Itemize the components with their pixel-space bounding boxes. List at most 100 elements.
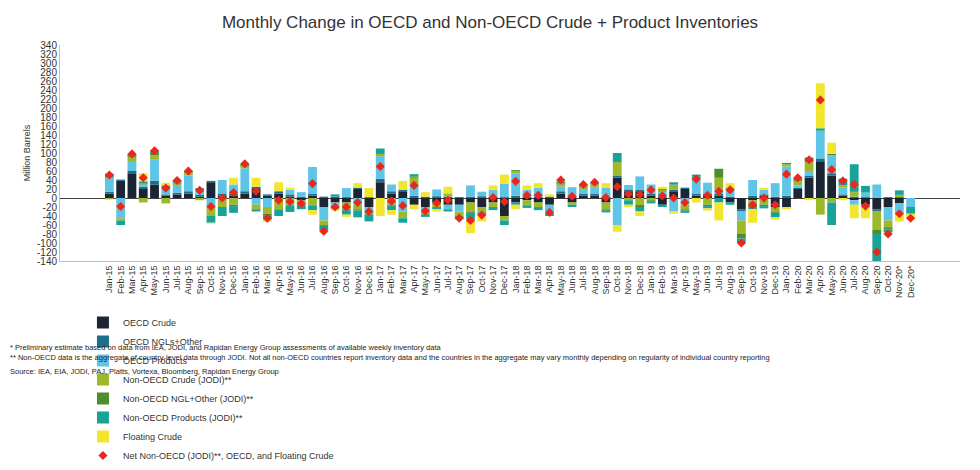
svg-text:Non-OECD Products (JODI)**: Non-OECD Products (JODI)** <box>123 413 243 423</box>
svg-text:Jul-16: Jul-16 <box>307 266 317 291</box>
svg-text:120: 120 <box>40 139 57 150</box>
svg-text:Dec-16: Dec-16 <box>364 266 374 295</box>
svg-text:Apr-15: Apr-15 <box>138 266 148 293</box>
svg-text:OECD Crude: OECD Crude <box>123 318 176 328</box>
svg-text:May-20: May-20 <box>827 266 837 296</box>
svg-text:Mar-16: Mar-16 <box>262 266 272 295</box>
svg-text:Jul-15: Jul-15 <box>172 266 182 291</box>
svg-text:80: 80 <box>46 157 58 168</box>
svg-text:Aug-16: Aug-16 <box>319 266 329 295</box>
svg-text:Dec-15: Dec-15 <box>228 266 238 295</box>
svg-text:Mar-19: Mar-19 <box>669 266 679 295</box>
svg-text:20: 20 <box>46 184 58 195</box>
svg-text:Dec-19: Dec-19 <box>770 266 780 295</box>
svg-text:300: 300 <box>40 58 57 69</box>
svg-text:260: 260 <box>40 76 57 87</box>
svg-text:Jul-18: Jul-18 <box>578 266 588 291</box>
svg-text:May-19: May-19 <box>691 266 701 296</box>
svg-text:Feb-18: Feb-18 <box>522 266 532 295</box>
svg-text:Feb-20: Feb-20 <box>793 266 803 295</box>
svg-text:May-18: May-18 <box>556 266 566 296</box>
svg-text:60: 60 <box>46 166 58 177</box>
svg-text:Dec-17: Dec-17 <box>499 266 509 295</box>
svg-text:Jul-19: Jul-19 <box>714 266 724 291</box>
svg-text:Sep-19: Sep-19 <box>736 266 746 295</box>
svg-text:Jun-17: Jun-17 <box>432 266 442 294</box>
svg-text:-40: -40 <box>43 211 58 222</box>
svg-text:Aug-20: Aug-20 <box>860 266 870 295</box>
svg-text:Apr-16: Apr-16 <box>274 266 284 293</box>
svg-text:Nov-20*: Nov-20* <box>894 265 904 298</box>
svg-text:Aug-15: Aug-15 <box>183 266 193 295</box>
svg-text:-60: -60 <box>43 220 58 231</box>
svg-text:** Non-OECD data is the aggreg: ** Non-OECD data is the aggregate of cou… <box>10 353 770 362</box>
svg-text:-140: -140 <box>37 256 57 267</box>
svg-text:Jan-17: Jan-17 <box>375 266 385 294</box>
svg-text:320: 320 <box>40 49 57 60</box>
svg-text:May-17: May-17 <box>420 266 430 296</box>
svg-text:Apr-18: Apr-18 <box>544 266 554 293</box>
svg-text:100: 100 <box>40 148 57 159</box>
svg-text:Non-OECD Crude (JODI)**: Non-OECD Crude (JODI)** <box>123 375 232 385</box>
svg-text:May-16: May-16 <box>285 266 295 296</box>
svg-text:Mar-15: Mar-15 <box>127 266 137 295</box>
svg-text:40: 40 <box>46 175 58 186</box>
svg-text:200: 200 <box>40 103 57 114</box>
svg-text:Monthly Change in OECD and Non: Monthly Change in OECD and Non-OECD Crud… <box>222 13 758 32</box>
svg-text:OECD NGLs+Other: OECD NGLs+Other <box>123 337 202 347</box>
svg-text:Jan-20: Jan-20 <box>781 266 791 294</box>
svg-text:Nov-16: Nov-16 <box>353 266 363 295</box>
svg-text:Jun-15: Jun-15 <box>161 266 171 294</box>
svg-text:May-15: May-15 <box>149 266 159 296</box>
svg-text:Apr-20: Apr-20 <box>815 266 825 293</box>
svg-text:Sep-20: Sep-20 <box>872 266 882 295</box>
svg-text:Oct-15: Oct-15 <box>206 266 216 293</box>
svg-text:Jan-16: Jan-16 <box>240 266 250 294</box>
svg-text:240: 240 <box>40 85 57 96</box>
svg-text:Feb-17: Feb-17 <box>386 266 396 295</box>
svg-text:Oct-19: Oct-19 <box>748 266 758 293</box>
svg-text:Apr-17: Apr-17 <box>409 266 419 293</box>
svg-text:220: 220 <box>40 94 57 105</box>
svg-text:OECD Products: OECD Products <box>123 356 188 366</box>
svg-text:Mar-17: Mar-17 <box>398 266 408 295</box>
svg-text:Jun-18: Jun-18 <box>567 266 577 294</box>
svg-text:Nov-17: Nov-17 <box>488 266 498 295</box>
svg-text:Jan-19: Jan-19 <box>646 266 656 294</box>
svg-text:340: 340 <box>40 40 57 51</box>
svg-text:Jun-19: Jun-19 <box>702 266 712 294</box>
svg-text:-20: -20 <box>43 202 58 213</box>
svg-text:Oct-20: Oct-20 <box>883 266 893 293</box>
svg-text:Oct-16: Oct-16 <box>341 266 351 293</box>
svg-text:-100: -100 <box>37 238 57 249</box>
svg-text:0: 0 <box>51 193 57 204</box>
svg-text:Oct-18: Oct-18 <box>612 266 622 293</box>
svg-text:Nov-19: Nov-19 <box>759 266 769 295</box>
svg-text:Jun-16: Jun-16 <box>296 266 306 294</box>
svg-text:Aug-18: Aug-18 <box>590 266 600 295</box>
svg-text:Dec-20*: Dec-20* <box>906 265 916 298</box>
svg-text:Feb-19: Feb-19 <box>657 266 667 295</box>
svg-text:Sep-17: Sep-17 <box>465 266 475 295</box>
svg-text:Million Barrels: Million Barrels <box>22 124 32 181</box>
svg-text:Sep-15: Sep-15 <box>195 266 205 295</box>
svg-text:Apr-19: Apr-19 <box>680 266 690 293</box>
svg-text:Oct-17: Oct-17 <box>477 266 487 293</box>
svg-text:160: 160 <box>40 121 57 132</box>
svg-text:Jan-18: Jan-18 <box>511 266 521 294</box>
svg-text:* Preliminary estimate based o: * Preliminary estimate based on data fro… <box>10 343 441 352</box>
svg-text:Non-OECD NGL+Other (JODI)**: Non-OECD NGL+Other (JODI)** <box>123 394 254 404</box>
svg-text:Net Non-OECD (JODI)**, OECD, a: Net Non-OECD (JODI)**, OECD, and Floatin… <box>123 451 334 461</box>
svg-text:Dec-18: Dec-18 <box>635 266 645 295</box>
svg-text:Aug-19: Aug-19 <box>725 266 735 295</box>
svg-text:Aug-17: Aug-17 <box>454 266 464 295</box>
svg-text:Sep-18: Sep-18 <box>601 266 611 295</box>
svg-text:140: 140 <box>40 130 57 141</box>
svg-text:-120: -120 <box>37 247 57 258</box>
svg-text:Jan-15: Jan-15 <box>104 266 114 294</box>
svg-text:-80: -80 <box>43 229 58 240</box>
svg-text:Source: IEA, EIA, JODI, PAJ, P: Source: IEA, EIA, JODI, PAJ, Platts, Vor… <box>10 367 279 376</box>
svg-text:Sep-16: Sep-16 <box>330 266 340 295</box>
svg-text:Jul-20: Jul-20 <box>849 266 859 291</box>
svg-text:Nov-15: Nov-15 <box>217 266 227 295</box>
